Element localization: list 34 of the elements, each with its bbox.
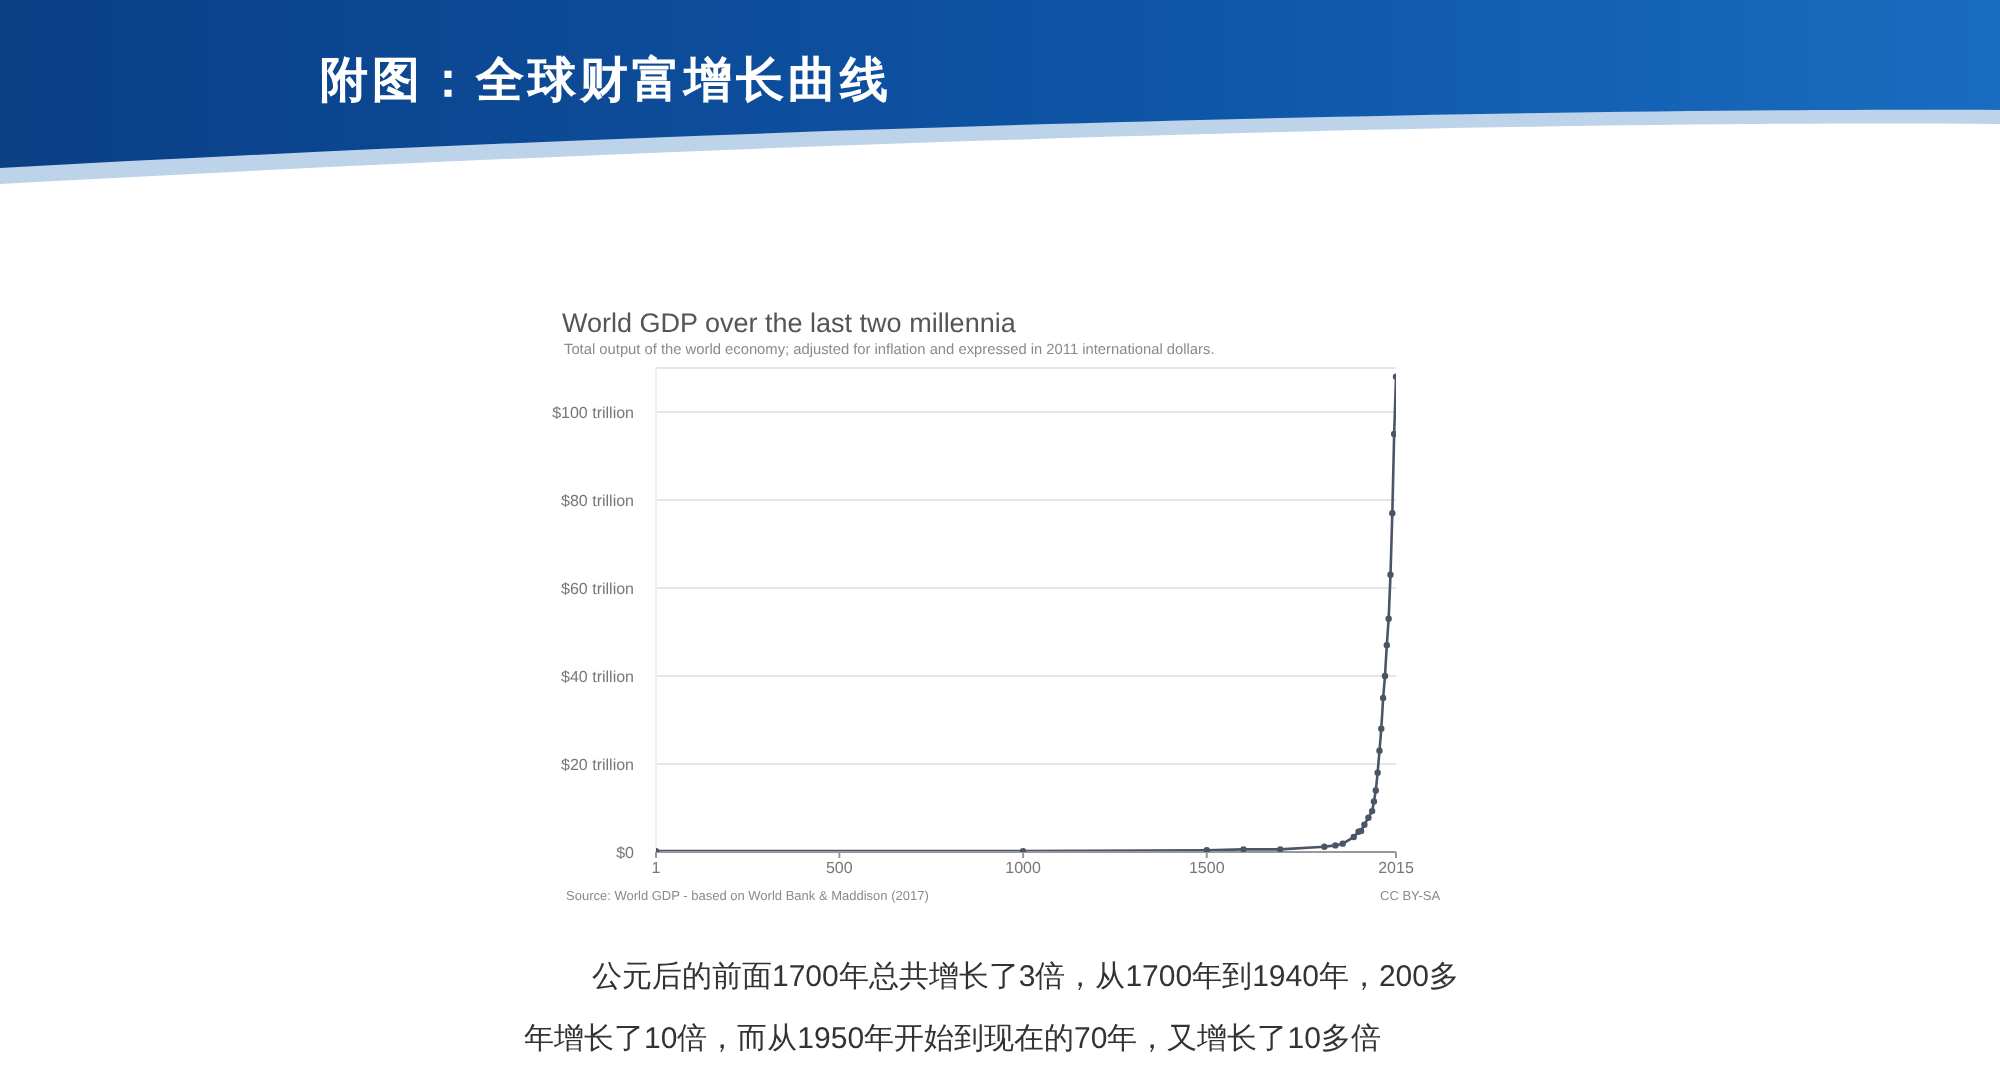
point (1277, 846, 1284, 852)
y-tick-label: $20 trillion (561, 756, 634, 774)
point (1332, 842, 1339, 849)
point (1370, 798, 1378, 805)
y-tick-label: $0 (616, 844, 636, 862)
y-tick-label: $60 trillion (561, 580, 634, 598)
point (1376, 747, 1383, 754)
y-tick-label: $100 trillion (552, 404, 634, 422)
point (1378, 725, 1385, 732)
chart-title: World GDP over the last two millennia (562, 308, 1016, 338)
point (1385, 615, 1392, 622)
point (1372, 787, 1379, 794)
point (1374, 769, 1381, 776)
x-tick-label: 1 (651, 859, 662, 878)
point (1381, 672, 1389, 680)
y-tick-label: $80 trillion (561, 492, 634, 510)
point (1365, 814, 1372, 821)
point (1379, 694, 1387, 702)
point (1361, 821, 1368, 828)
x-tick-label: 500 (825, 859, 854, 878)
x-tick-label: 1000 (1005, 859, 1042, 878)
point (1339, 840, 1346, 847)
point (1387, 571, 1394, 578)
point (1350, 833, 1357, 841)
text: 公元后的前面1700年总共增长了3倍，从1700年到1940年，200多年增长了10倍，而从1950年开始到现在的70年，又增长了10多倍 (524, 958, 1461, 1060)
x-tick-label: 1500 (1188, 859, 1226, 878)
point (1240, 846, 1247, 852)
text: 附图：全球财富增长曲线 (320, 48, 892, 112)
point (1383, 642, 1391, 649)
point (1368, 807, 1376, 815)
x-tick-label: 2015 (1378, 859, 1415, 878)
y-tick-label: $40 trillion (561, 668, 634, 686)
point (1321, 843, 1328, 850)
point (1389, 510, 1396, 517)
